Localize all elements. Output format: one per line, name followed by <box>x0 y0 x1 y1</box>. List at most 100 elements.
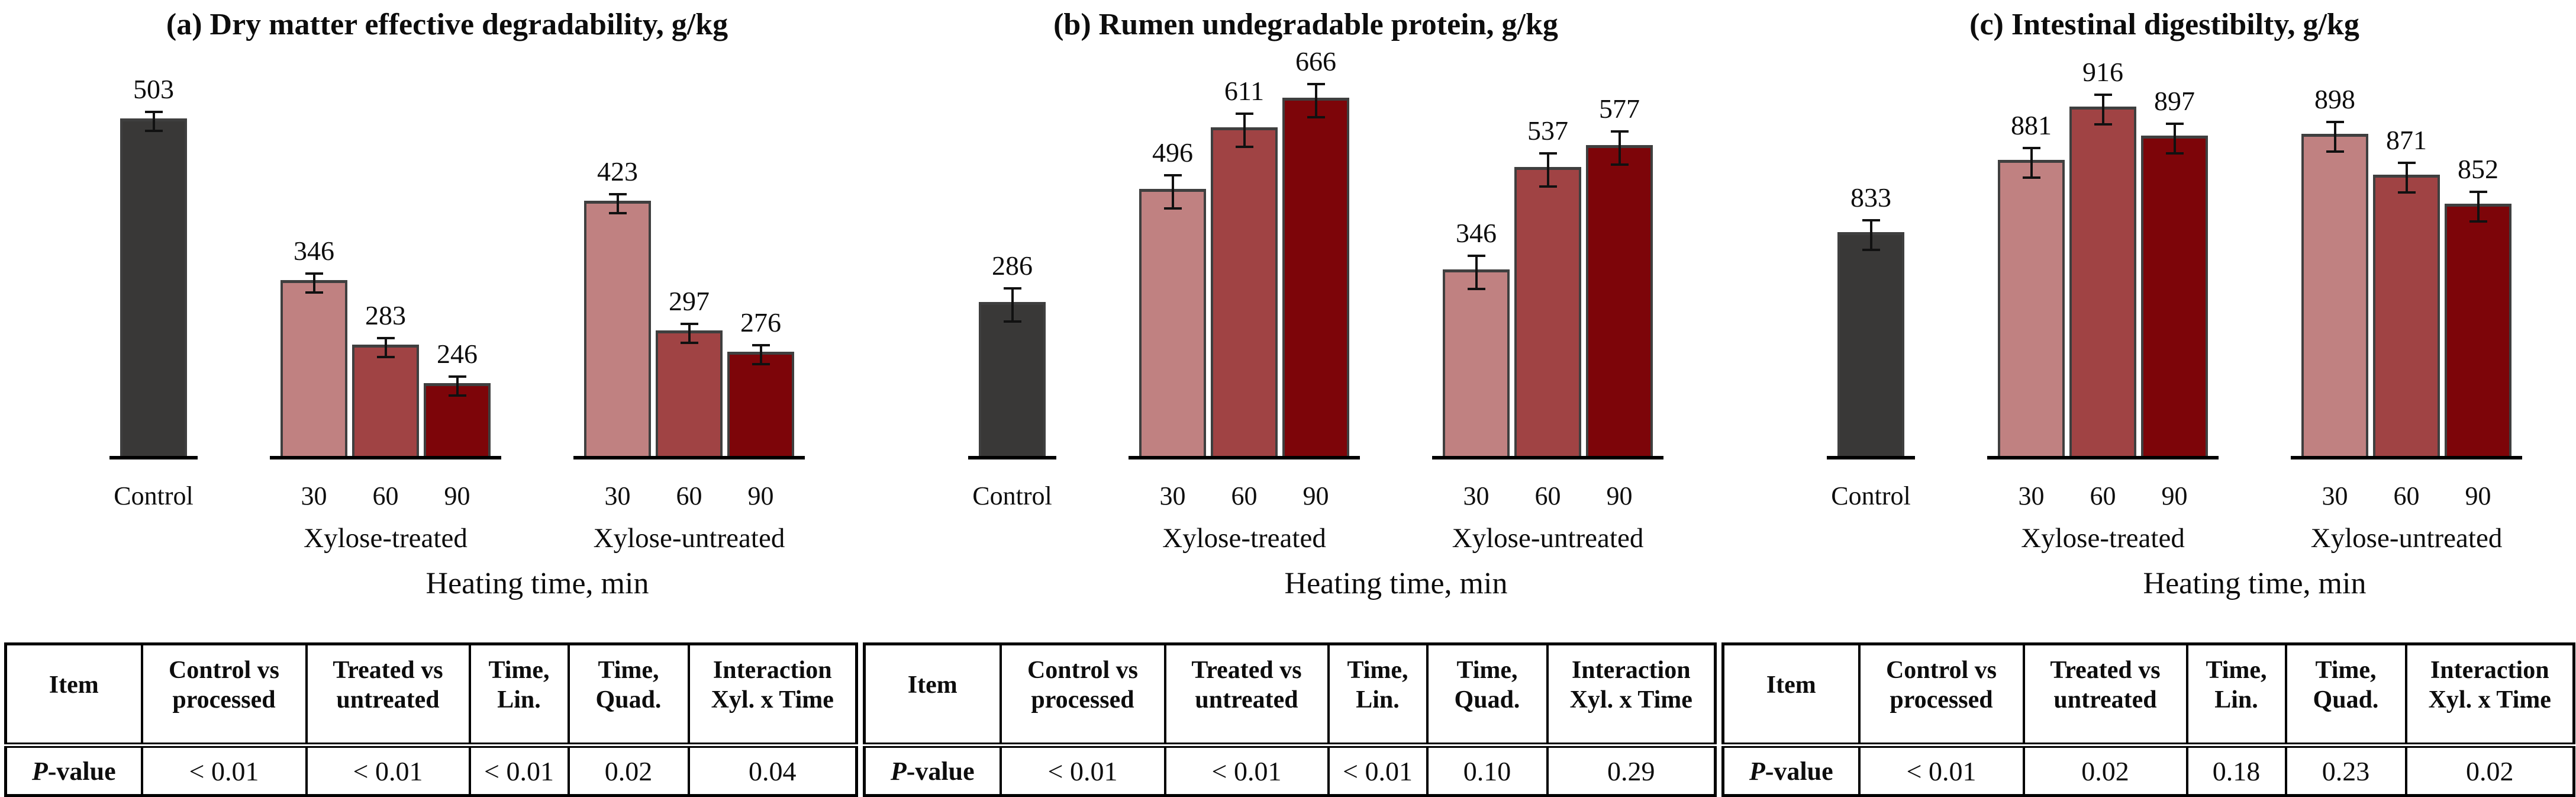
error-bar <box>144 111 163 132</box>
error-bar-cap-top <box>2397 162 2416 164</box>
error-bar <box>1539 152 1557 188</box>
error-bar-cap-top <box>2326 121 2344 123</box>
p-value-cell: < 0.01 <box>999 744 1166 797</box>
p-label-rest: -value <box>906 756 975 786</box>
p-value-cell: 0.10 <box>1426 744 1549 797</box>
panel-tag: (a) <box>166 8 202 41</box>
error-bar-stem <box>384 337 387 358</box>
axis-tick-label: 60 <box>1534 481 1561 510</box>
error-bar-stem <box>688 323 691 344</box>
bar: 897 90 <box>2141 86 2208 510</box>
bar-value-label: 871 <box>2386 125 2427 155</box>
axis-tick-label: 30 <box>604 481 631 510</box>
error-bar-stem <box>2101 94 2104 126</box>
p-italic: P <box>1749 756 1765 786</box>
p-value-cell: < 0.01 <box>1327 744 1429 797</box>
bar-value-label: 537 <box>1527 115 1568 146</box>
p-value-cell: 0.02 <box>2022 744 2188 797</box>
error-bar <box>1307 83 1325 118</box>
p-value-cell: < 0.01 <box>1858 744 2025 797</box>
error-bar-cap-top <box>1610 130 1629 133</box>
p-value-cell: < 0.01 <box>468 744 570 797</box>
bar: 276 90 <box>727 307 794 510</box>
bar-value-label: 577 <box>1599 94 1640 124</box>
error-bar-cap-bottom <box>2165 152 2184 155</box>
header-row: Item Control vs processed Treated vs untre… <box>1721 642 2575 748</box>
error-bar-stem <box>1314 83 1317 118</box>
error-bar-cap-top <box>1539 152 1557 155</box>
p-italic: P <box>890 756 907 786</box>
axis-tick-label: 30 <box>2322 481 2348 510</box>
col-header: Item <box>1721 642 1861 748</box>
bar-group: 833 Control <box>1827 182 1915 510</box>
error-bar <box>1163 174 1182 210</box>
p-label-rest: -value <box>47 756 116 786</box>
error-bar-cap-top <box>1862 219 1880 221</box>
error-bar <box>1003 287 1021 323</box>
error-bar-stem <box>1243 113 1246 148</box>
axis-tick-label: 90 <box>2465 481 2491 510</box>
error-bar-stem <box>1546 152 1549 188</box>
bar: 297 60 <box>656 286 723 510</box>
bar-value-label: 346 <box>294 236 334 266</box>
stats-table: Item Control vs processed Treated vs untre… <box>1721 642 2575 797</box>
panel-title: (b) Rumen undegradable protein, g/kg <box>900 7 1711 43</box>
stats-table: Item Control vs processed Treated vs untre… <box>863 642 1717 797</box>
error-bar-cap-top <box>2469 191 2487 193</box>
bar-value-label: 897 <box>2154 86 2195 116</box>
bar-group: 503 Control <box>109 74 198 510</box>
bar: 898 30 <box>2301 84 2368 510</box>
bar-group: 286 Control <box>968 250 1056 510</box>
col-header: Item <box>863 642 1002 748</box>
x-axis-label: Heating time, min <box>2143 567 2367 600</box>
bar-value-label: 276 <box>740 307 781 338</box>
bar: 423 30 <box>584 156 651 510</box>
bar: 283 60 <box>352 300 419 510</box>
bar: 611 60 <box>1211 76 1278 510</box>
error-bar <box>2326 121 2344 153</box>
row-label-cell: P-value <box>863 744 1002 797</box>
axis-tick-label: Control <box>972 481 1052 510</box>
p-italic: P <box>31 756 48 786</box>
axis-tick-label: 60 <box>1231 481 1258 510</box>
group-label: Xylose-treated <box>304 523 468 554</box>
bar-chart: 286 Control 496 30 611 60 666 90 Xylose-treated 3… <box>968 46 1663 554</box>
axis-tick-label: 90 <box>1606 481 1633 510</box>
panel-title-text: Rumen undegradable protein, g/kg <box>1098 8 1558 41</box>
p-value-cell: < 0.01 <box>1163 744 1330 797</box>
error-bar-cap-top <box>305 272 323 275</box>
error-bar-cap-bottom <box>1003 320 1021 323</box>
error-bar <box>1467 255 1485 290</box>
p-value-cell: 0.02 <box>567 744 690 797</box>
bar: 346 30 <box>1443 218 1510 510</box>
col-header: Interaction Xyl. x Time <box>687 642 858 748</box>
error-bar-stem <box>1618 130 1621 166</box>
error-bar <box>305 272 323 294</box>
col-header: Interaction Xyl. x Time <box>2404 642 2575 748</box>
error-bar-cap-bottom <box>305 291 323 294</box>
p-value-row: P-value < 0.01 < 0.01 < 0.01 0.10 0.29 <box>863 744 1717 797</box>
error-bar <box>2022 147 2040 179</box>
bar: 881 30 <box>1998 110 2065 510</box>
error-bar-cap-top <box>752 344 770 346</box>
p-value-cell: 0.29 <box>1546 744 1717 797</box>
col-header: Treated vs untreated <box>2022 642 2188 748</box>
error-bar-cap-top <box>2094 94 2112 96</box>
bar-group: 423 30 297 60 276 90 Xylose-untreated <box>573 156 805 554</box>
col-header: Time, Quad. <box>2284 642 2407 748</box>
axis-tick-label: 60 <box>676 481 702 510</box>
error-bar-stem <box>616 193 619 214</box>
p-value-cell: 0.04 <box>687 744 858 797</box>
p-value-cell: < 0.01 <box>305 744 471 797</box>
error-bar-cap-bottom <box>2397 191 2416 194</box>
p-value-row: P-value < 0.01 < 0.01 < 0.01 0.02 0.04 <box>4 744 858 797</box>
bar: 833 Control <box>1831 182 1910 510</box>
axis-tick-label: 60 <box>2090 481 2116 510</box>
bar-value-label: 611 <box>1224 76 1265 106</box>
panel-a: (a) Dry matter effective degradability, … <box>0 0 859 797</box>
bar-value-label: 666 <box>1295 46 1336 76</box>
bar-chart: 503 Control 346 30 283 60 246 90 Xylose-treated 4… <box>109 74 805 554</box>
error-bar-cap-bottom <box>448 394 466 397</box>
row-label-cell: P-value <box>1721 744 1861 797</box>
bar-value-label: 503 <box>133 74 174 104</box>
